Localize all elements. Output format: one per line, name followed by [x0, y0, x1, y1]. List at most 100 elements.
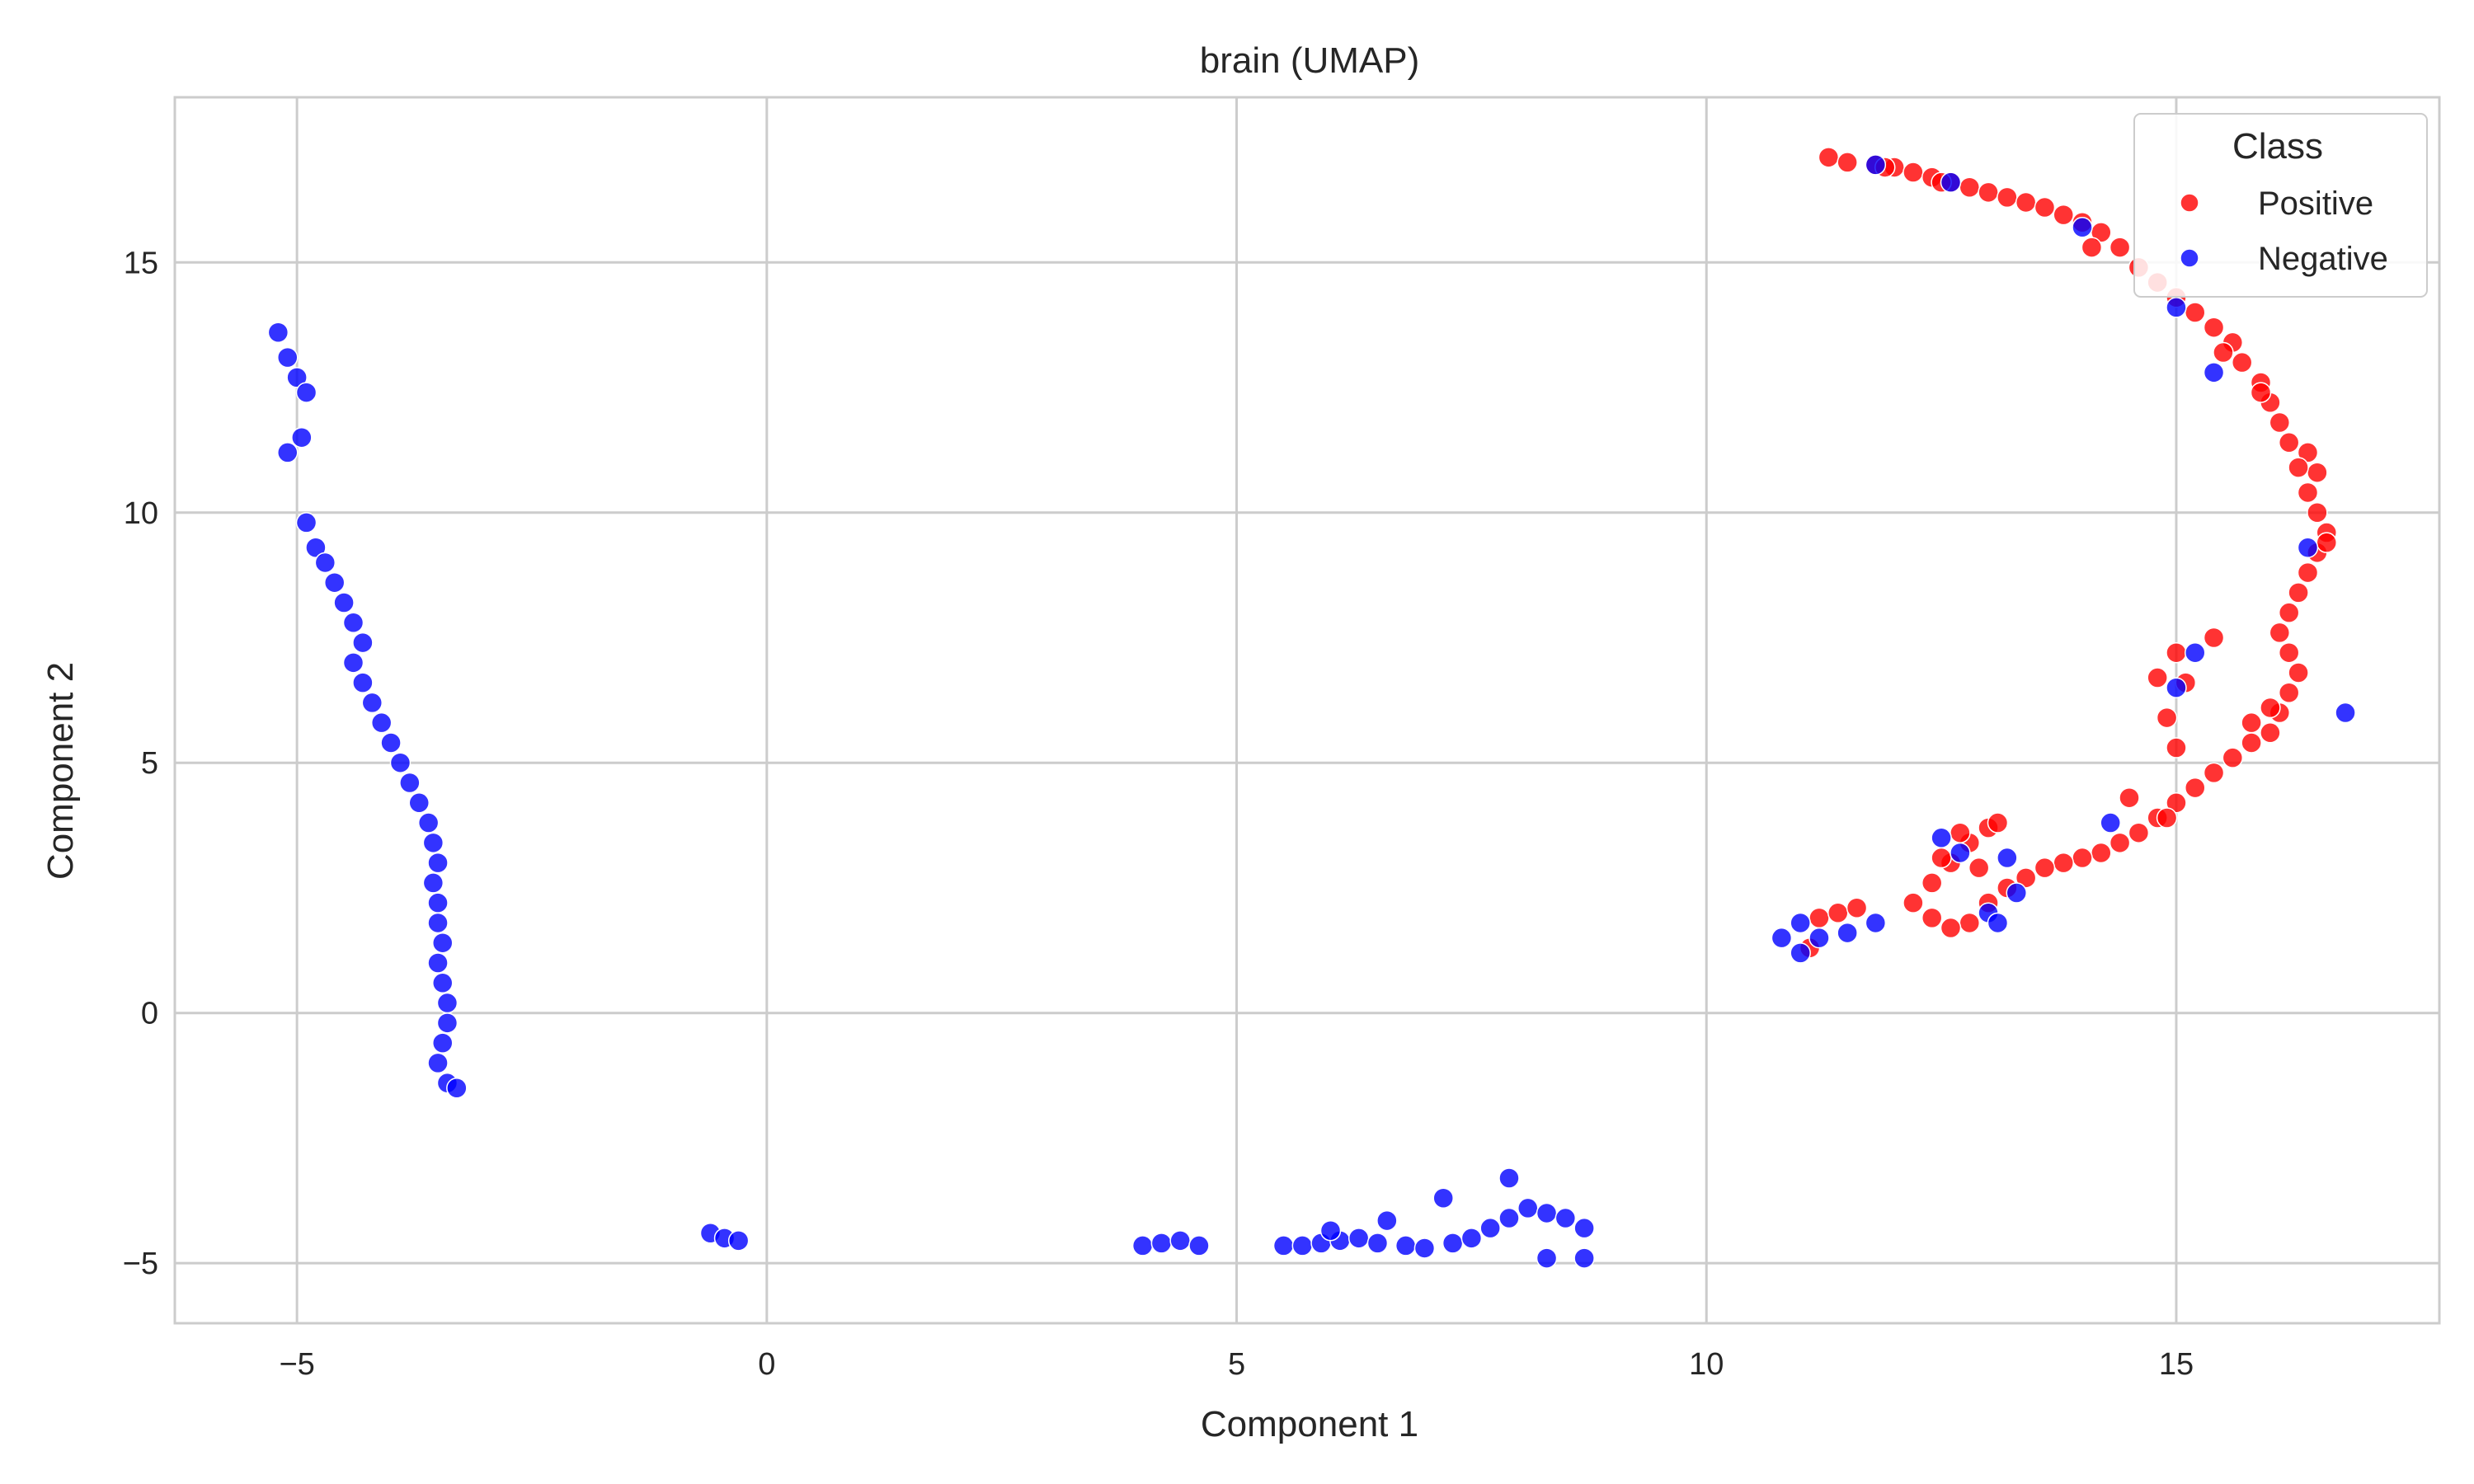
- positive-point: [2081, 237, 2103, 258]
- negative-point: [431, 972, 454, 994]
- negative-point: [1771, 927, 1793, 949]
- positive-point: [1997, 186, 2018, 209]
- positive-point: [2231, 351, 2253, 373]
- negative-point: [427, 912, 449, 934]
- negative-point: [446, 1077, 468, 1099]
- positive-point: [2109, 237, 2131, 258]
- positive-point: [1921, 907, 1943, 929]
- negative-point: [1150, 1233, 1173, 1254]
- x-tick-label: 15: [2159, 1347, 2194, 1382]
- negative-point: [342, 612, 365, 634]
- y-tick-label: 0: [141, 997, 158, 1031]
- negative-point: [1790, 942, 1811, 964]
- negative-point: [2100, 812, 2121, 834]
- negative-point: [305, 537, 327, 558]
- positive-point: [2241, 711, 2262, 734]
- negative-point: [1479, 1217, 1501, 1239]
- negative-point: [431, 932, 454, 954]
- y-axis-label: Component 2: [40, 662, 81, 880]
- negative-point: [1573, 1217, 1595, 1239]
- negative-point: [352, 672, 374, 693]
- x-tick-label: 0: [758, 1347, 775, 1382]
- positive-point: [2185, 777, 2206, 799]
- negative-point: [1442, 1233, 1464, 1254]
- negative-point: [1808, 927, 1830, 949]
- positive-point: [2203, 317, 2225, 338]
- negative-point: [1169, 1230, 1191, 1252]
- positive-point: [2156, 707, 2178, 729]
- chart-title: brain (UMAP): [1200, 40, 1420, 81]
- positive-point: [2203, 627, 2225, 649]
- negative-point: [276, 346, 299, 369]
- positive-point: [1950, 822, 1971, 843]
- positive-point: [1818, 147, 1840, 168]
- grid: [175, 97, 2439, 1323]
- negative-point: [2006, 882, 2028, 904]
- negative-point: [2203, 362, 2225, 383]
- positive-point: [2222, 747, 2244, 768]
- positive-point: [2034, 857, 2056, 879]
- positive-point: [2213, 341, 2234, 364]
- negative-point: [1517, 1197, 1539, 1219]
- legend-positive-marker: [2180, 193, 2199, 213]
- negative-point: [2335, 702, 2356, 724]
- negative-point: [1291, 1235, 1314, 1256]
- positive-point: [2128, 822, 2150, 843]
- negative-point: [1865, 154, 1887, 176]
- positive-point: [2053, 852, 2074, 874]
- positive-point: [1837, 152, 1858, 173]
- data-points: [267, 147, 2356, 1269]
- y-tick-label: 15: [124, 246, 158, 280]
- positive-point: [2015, 191, 2037, 214]
- positive-point: [2015, 867, 2037, 889]
- negative-point: [323, 571, 346, 594]
- y-tick-label: 10: [124, 496, 158, 531]
- positive-point: [2307, 502, 2328, 524]
- negative-point: [427, 952, 449, 974]
- negative-point: [267, 322, 289, 344]
- negative-point: [1395, 1235, 1417, 1256]
- negative-point: [1536, 1247, 1558, 1269]
- positive-point: [1921, 872, 1943, 894]
- positive-point: [2053, 204, 2074, 226]
- negative-point: [352, 632, 374, 654]
- negative-point: [1498, 1207, 1520, 1229]
- positive-point: [2156, 807, 2178, 829]
- negative-point: [1865, 912, 1887, 934]
- positive-point: [2269, 622, 2291, 644]
- positive-point: [2034, 196, 2056, 218]
- negative-point: [342, 652, 365, 674]
- x-axis-label: Component 1: [1201, 1404, 1418, 1444]
- negative-point: [1790, 912, 1811, 934]
- legend-positive-label: Positive: [2258, 186, 2373, 222]
- positive-point: [2278, 682, 2300, 704]
- positive-point: [2119, 787, 2140, 809]
- negative-point: [1997, 847, 2018, 869]
- positive-point: [2091, 842, 2112, 864]
- positive-point: [2166, 641, 2187, 664]
- positive-point: [2072, 847, 2093, 869]
- negative-point: [1413, 1237, 1436, 1259]
- positive-point: [2147, 667, 2168, 688]
- negative-point: [314, 552, 336, 574]
- negative-point: [427, 892, 449, 913]
- positive-point: [1846, 897, 1868, 918]
- legend-title: Class: [2232, 126, 2323, 167]
- negative-point: [1498, 1167, 1520, 1189]
- positive-point: [1959, 912, 1981, 934]
- negative-point: [1432, 1187, 1454, 1209]
- negative-point: [436, 992, 459, 1014]
- negative-point: [399, 772, 421, 794]
- negative-point: [1940, 171, 1962, 193]
- negative-point: [1573, 1247, 1595, 1269]
- positive-point: [2297, 481, 2319, 504]
- y-tick-label: 5: [141, 746, 158, 781]
- negative-point: [291, 426, 313, 448]
- negative-point: [1376, 1209, 1398, 1232]
- positive-point: [2166, 792, 2187, 814]
- legend-negative-marker: [2180, 248, 2199, 268]
- positive-point: [1978, 181, 1999, 204]
- positive-point: [1808, 907, 1830, 929]
- y-tick-label: −5: [123, 1247, 158, 1281]
- x-tick-label: 5: [1228, 1347, 1245, 1382]
